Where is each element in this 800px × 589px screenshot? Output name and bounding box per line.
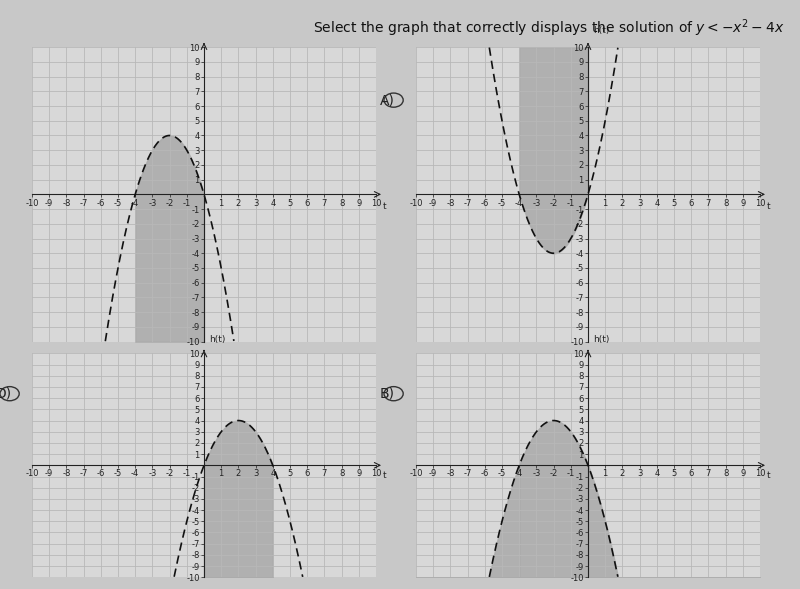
Text: Select the graph that correctly displays the solution of $y < -x^2 - 4x$: Select the graph that correctly displays…: [313, 18, 784, 39]
Text: t: t: [382, 201, 386, 211]
Text: h(t): h(t): [593, 27, 610, 35]
Text: B): B): [380, 387, 395, 401]
Text: D): D): [0, 387, 12, 401]
Text: h(t): h(t): [593, 336, 610, 345]
Text: A): A): [380, 93, 395, 107]
Text: t: t: [766, 201, 770, 211]
Text: h(t): h(t): [209, 336, 226, 345]
Text: t: t: [766, 471, 770, 480]
Text: t: t: [382, 471, 386, 480]
